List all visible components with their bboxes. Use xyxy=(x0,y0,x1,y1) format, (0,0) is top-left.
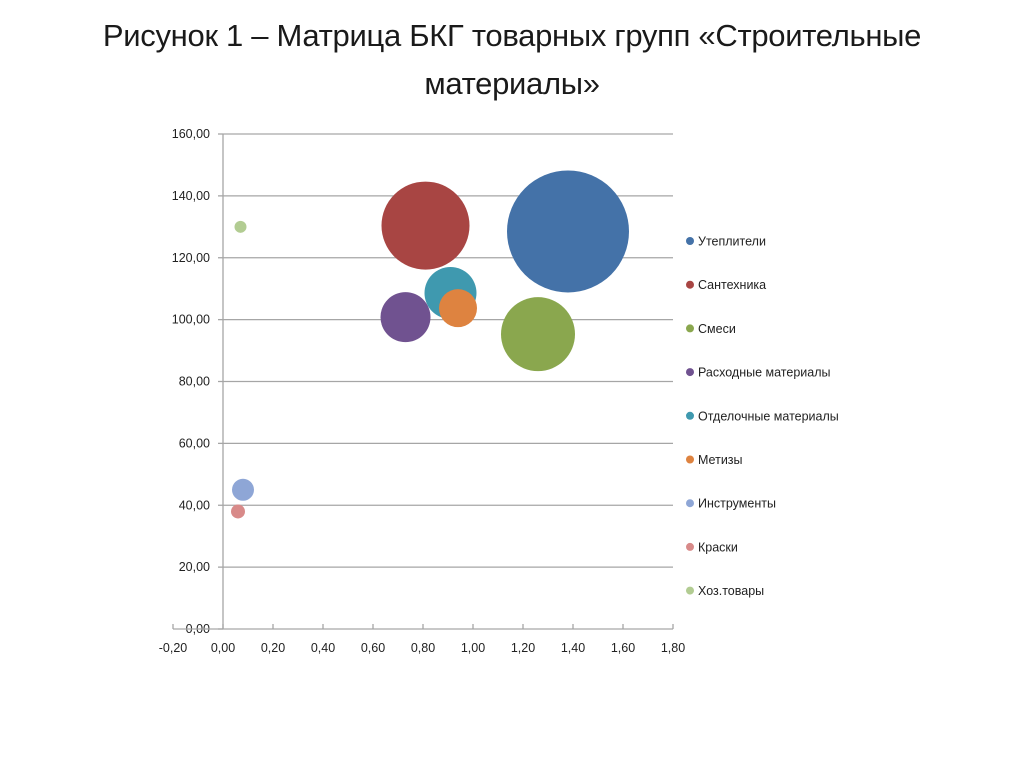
bubble-7 xyxy=(232,478,254,501)
legend-marker-icon xyxy=(686,499,694,508)
x-tick-label: 1,20 xyxy=(511,641,535,655)
legend-item-label: Метизы xyxy=(698,453,743,467)
legend-item-label: Утеплители xyxy=(698,235,766,249)
x-tick-label: 1,80 xyxy=(661,641,685,655)
y-tick-label: 140,00 xyxy=(172,189,210,203)
legend-marker-icon xyxy=(686,455,694,464)
legend-item-label: Отделочные материалы xyxy=(698,409,839,423)
y-tick-label: 60,00 xyxy=(179,436,210,450)
legend-item-label: Смеси xyxy=(698,322,736,336)
x-tick-label: 1,40 xyxy=(561,641,585,655)
y-tick-label: 20,00 xyxy=(179,560,210,574)
x-tick-label: 1,00 xyxy=(461,641,485,655)
bubbles xyxy=(231,170,629,519)
legend-item-label: Сантехника xyxy=(698,278,766,292)
y-tick-label: 80,00 xyxy=(179,375,210,389)
legend-marker-icon xyxy=(686,586,694,595)
legend-item-label: Инструменты xyxy=(698,497,776,511)
legend-marker-icon xyxy=(686,280,694,289)
bubble-4 xyxy=(380,292,431,343)
x-tick-label: -0,20 xyxy=(159,641,188,655)
legend-marker-icon xyxy=(686,368,694,377)
y-tick-label: 160,00 xyxy=(172,127,210,141)
bubble-1 xyxy=(507,170,629,293)
legend-marker-icon xyxy=(686,542,694,551)
x-tick-label: 0,40 xyxy=(311,641,335,655)
bubble-3 xyxy=(501,297,575,372)
title-line-1: Рисунок 1 – Матрица БКГ товарных групп «… xyxy=(102,18,922,53)
legend-item-label: Краски xyxy=(698,540,738,554)
legend-marker-icon xyxy=(686,324,694,333)
y-tick-label: 120,00 xyxy=(172,251,210,265)
bubble-9 xyxy=(234,220,247,233)
y-tick-label: 100,00 xyxy=(172,313,210,327)
legend-item-label: Расходные материалы xyxy=(698,366,831,380)
x-tick-label: 0,00 xyxy=(211,641,235,655)
legend: Утеплители Сантехника Смеси Расходные матер… xyxy=(686,235,839,598)
x-tick-label: 1,60 xyxy=(611,641,635,655)
bubble-2 xyxy=(381,181,470,270)
bubble-8 xyxy=(231,504,245,519)
x-tick-label: 0,60 xyxy=(361,641,385,655)
bubble-6 xyxy=(439,289,477,328)
legend-marker-icon xyxy=(686,411,694,420)
y-tick-label: 40,00 xyxy=(179,498,210,512)
legend-marker-icon xyxy=(686,237,694,245)
axes: 0,00 20,00 40,00 60,00 80,00 100,00 120,00 140,… xyxy=(159,127,685,655)
x-tick-label: 0,80 xyxy=(411,641,435,655)
legend-item-label: Хоз.товары xyxy=(698,584,764,598)
page-title: Рисунок 1 – Матрица БКГ товарных групп «… xyxy=(0,12,1024,108)
x-tick-label: 0,20 xyxy=(261,641,285,655)
title-line-2: материалы» xyxy=(424,66,600,101)
